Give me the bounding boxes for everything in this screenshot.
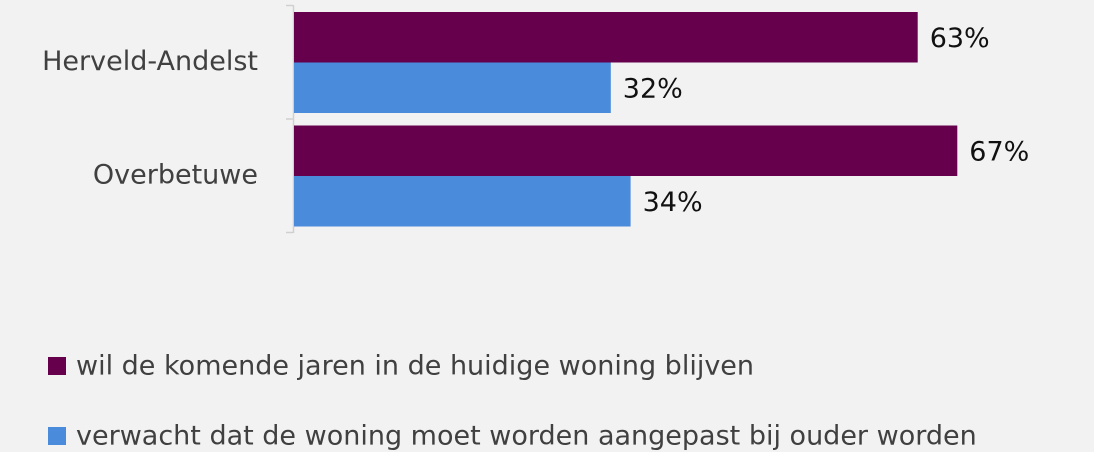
data-label: 32% bbox=[623, 73, 683, 104]
bar bbox=[294, 125, 958, 176]
bar bbox=[294, 12, 918, 63]
category-label: Herveld-Andelst bbox=[42, 46, 258, 77]
data-label: 34% bbox=[643, 187, 703, 218]
data-label: 63% bbox=[930, 23, 990, 54]
legend-swatch bbox=[48, 427, 66, 445]
bar bbox=[294, 62, 611, 113]
legend-swatch bbox=[48, 357, 66, 375]
bar bbox=[294, 176, 631, 227]
category-label: Overbetuwe bbox=[93, 160, 258, 191]
legend-label: verwacht dat de woning moet worden aange… bbox=[76, 421, 977, 452]
data-label: 67% bbox=[969, 136, 1029, 167]
legend-label: wil de komende jaren in de huidige wonin… bbox=[76, 351, 754, 382]
